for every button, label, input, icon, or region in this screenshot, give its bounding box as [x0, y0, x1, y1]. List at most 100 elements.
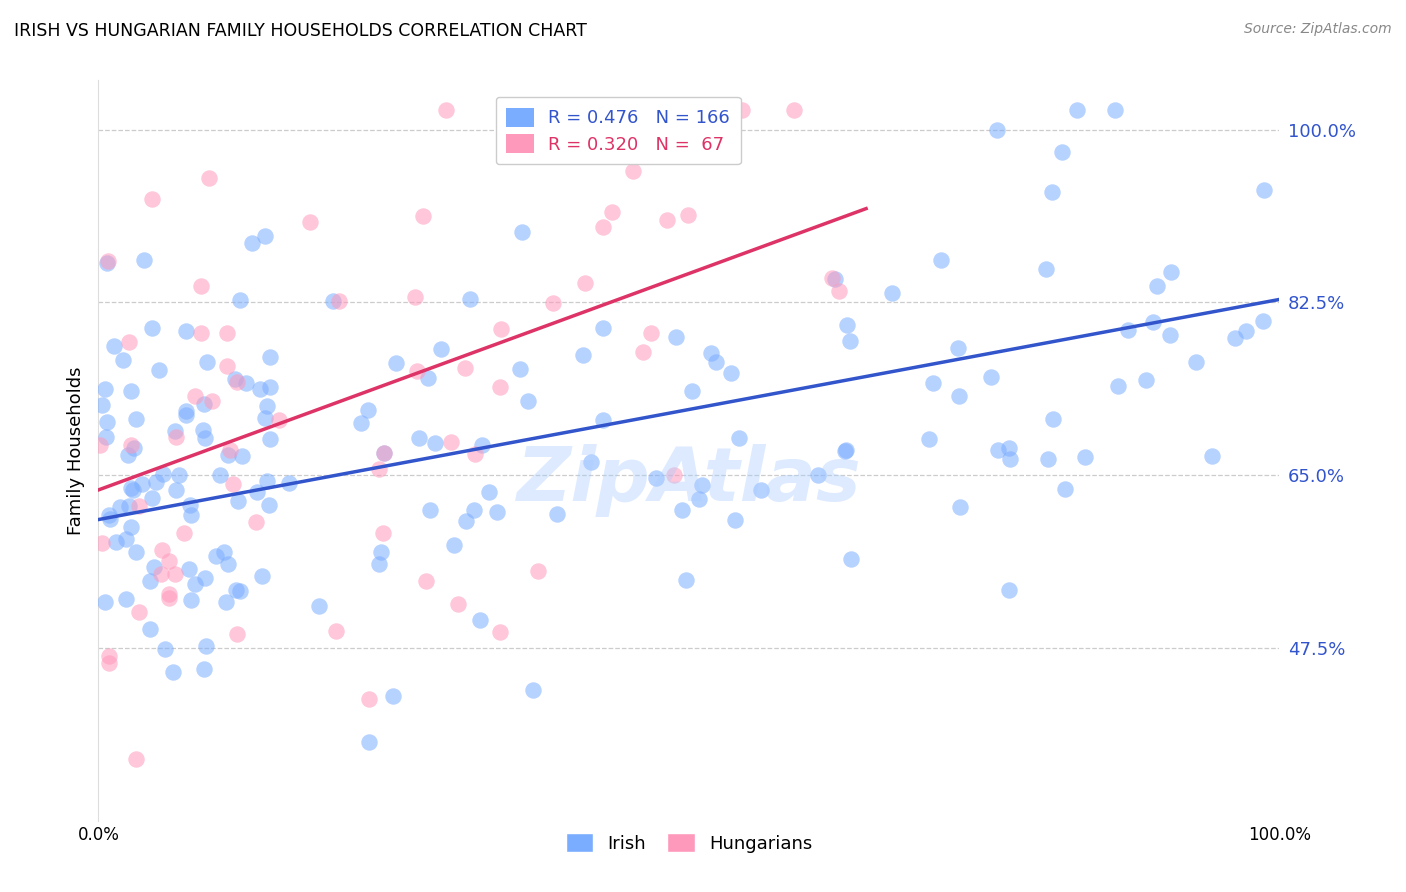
Point [1000, 452, 1022, 467]
Point [222, 476, 245, 491]
Point [986, 123, 1008, 137]
Point [256, 474, 278, 488]
Point [1160, 265, 1182, 279]
Point [159, 587, 181, 601]
Point [949, 500, 972, 514]
Point [621, 163, 644, 178]
Point [664, 468, 686, 483]
Point [704, 355, 727, 369]
Point [454, 514, 477, 528]
Point [120, 438, 142, 452]
Point [489, 625, 512, 640]
Point [720, 366, 742, 380]
Point [356, 402, 378, 417]
Y-axis label: Family Households: Family Households [66, 367, 84, 534]
Point [1066, 103, 1088, 117]
Point [572, 348, 595, 362]
Point [1234, 325, 1257, 339]
Point [443, 538, 465, 552]
Text: ZipAtlas: ZipAtlas [516, 443, 862, 516]
Point [193, 423, 215, 437]
Point [226, 627, 249, 641]
Point [1253, 183, 1275, 197]
Point [198, 171, 221, 186]
Point [163, 567, 186, 582]
Legend: Irish, Hungarians: Irish, Hungarians [558, 825, 820, 860]
Point [489, 380, 512, 394]
Point [1050, 145, 1073, 160]
Point [212, 545, 235, 559]
Point [434, 103, 457, 117]
Point [183, 388, 205, 402]
Point [1053, 482, 1076, 496]
Point [103, 339, 125, 353]
Point [195, 639, 218, 653]
Point [592, 320, 614, 334]
Point [574, 276, 596, 290]
Point [998, 582, 1021, 597]
Point [325, 624, 347, 638]
Point [546, 507, 568, 521]
Point [783, 103, 806, 117]
Point [839, 334, 862, 348]
Point [226, 375, 249, 389]
Point [640, 326, 662, 340]
Point [259, 351, 281, 365]
Point [93, 383, 115, 397]
Point [834, 444, 856, 458]
Point [368, 557, 391, 571]
Point [120, 481, 142, 495]
Point [1116, 323, 1139, 337]
Point [728, 431, 751, 445]
Point [522, 683, 544, 698]
Point [510, 225, 533, 239]
Point [371, 525, 394, 540]
Point [731, 103, 754, 117]
Point [134, 252, 156, 267]
Point [454, 360, 477, 375]
Point [139, 622, 162, 636]
Point [724, 513, 747, 527]
Point [828, 284, 851, 298]
Point [179, 562, 201, 576]
Point [468, 613, 491, 627]
Point [688, 491, 710, 506]
Point [509, 361, 531, 376]
Point [419, 503, 441, 517]
Point [235, 376, 257, 391]
Point [124, 545, 146, 559]
Point [163, 424, 186, 438]
Point [141, 491, 163, 505]
Point [125, 411, 148, 425]
Point [217, 326, 239, 340]
Point [148, 363, 170, 377]
Point [458, 292, 481, 306]
Point [141, 321, 163, 335]
Point [240, 236, 263, 251]
Point [94, 595, 117, 609]
Point [527, 565, 550, 579]
Point [97, 657, 120, 671]
Point [96, 430, 118, 444]
Point [139, 574, 162, 588]
Point [841, 552, 863, 566]
Point [219, 443, 242, 458]
Point [97, 254, 120, 268]
Point [245, 515, 267, 529]
Point [1074, 450, 1097, 464]
Point [922, 376, 945, 390]
Point [1135, 373, 1157, 387]
Point [128, 605, 150, 619]
Point [117, 499, 139, 513]
Point [267, 413, 290, 427]
Point [486, 505, 509, 519]
Point [91, 535, 114, 549]
Point [180, 508, 202, 523]
Point [948, 389, 970, 403]
Point [350, 416, 373, 430]
Point [224, 371, 246, 385]
Point [657, 212, 679, 227]
Point [225, 582, 247, 597]
Point [681, 384, 703, 398]
Point [1159, 328, 1181, 343]
